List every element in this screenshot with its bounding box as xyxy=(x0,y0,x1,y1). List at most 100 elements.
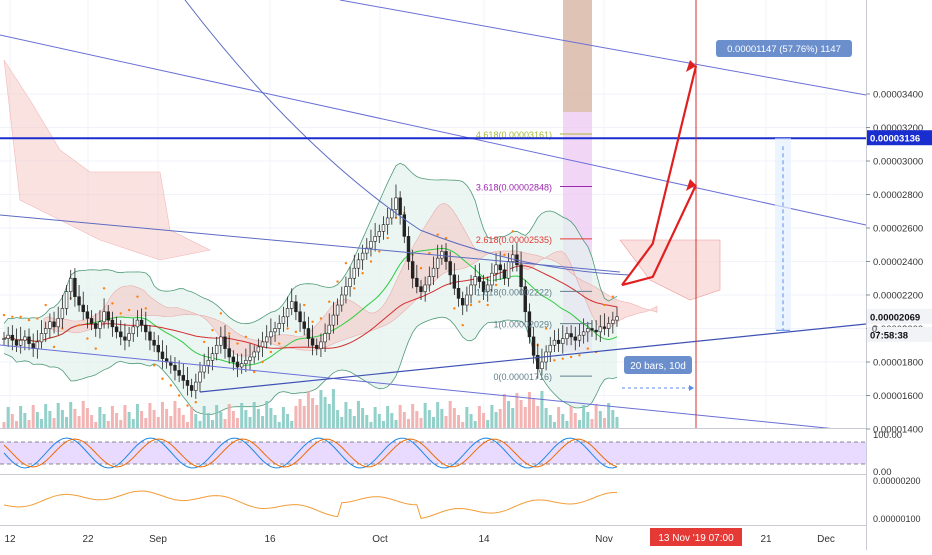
candle-body xyxy=(344,286,348,296)
volume-bar xyxy=(361,408,365,428)
candle-body xyxy=(210,353,215,361)
volume-bar xyxy=(394,420,398,428)
volume-bar xyxy=(590,419,594,428)
volume-bar xyxy=(52,418,56,428)
sar-dot xyxy=(2,313,6,317)
candle-body xyxy=(440,251,444,259)
candle-body xyxy=(377,231,381,237)
osc-axis-label: 0.00000100 xyxy=(873,514,921,524)
candle-body xyxy=(89,318,94,324)
candle-body xyxy=(227,348,231,358)
volume-bar xyxy=(19,406,23,428)
candle-body xyxy=(431,267,436,277)
oscillator-pane[interactable] xyxy=(3,490,618,519)
time-highlight-label: 13 Nov '19 07:00 xyxy=(658,533,734,544)
volume-bar xyxy=(598,411,602,428)
fib-level-label: 0(0.00001716) xyxy=(493,372,552,382)
candle-body xyxy=(252,351,256,358)
sar-dot xyxy=(511,230,514,233)
main-content: 4.618(0.00003161) 3.618(0.00002848) 2.618(… xyxy=(0,0,866,428)
candle-body xyxy=(527,311,532,338)
bars-label: 20 bars, 10d xyxy=(630,361,686,372)
candle-body xyxy=(248,356,252,361)
price-tick-label: 0.00002600 xyxy=(873,224,923,235)
oscillator-line xyxy=(3,490,618,519)
stochastic-pane[interactable] xyxy=(0,437,866,469)
price-axis[interactable]: 0.00003400 0.00003200 0.00003000 0.00002800… xyxy=(866,0,932,550)
time-tick-label: Dec xyxy=(817,534,835,545)
volume-bar xyxy=(31,405,35,428)
volume-bar xyxy=(461,422,465,428)
volume-bar xyxy=(340,417,344,428)
candle-body xyxy=(302,321,306,329)
price-tick-label: 0.00003200 xyxy=(873,123,923,134)
candle-body xyxy=(498,264,502,271)
sar-dot xyxy=(303,303,306,307)
current-price-badge-bg xyxy=(867,308,932,324)
volume-bar xyxy=(369,422,373,428)
main-pane[interactable]: 4.618(0.00003161) 3.618(0.00002848) 2.618(… xyxy=(0,0,866,526)
candle-body xyxy=(360,252,365,261)
volume-bar xyxy=(594,404,598,428)
price-tick-label: 0.00003000 xyxy=(873,157,923,168)
candle-body xyxy=(144,324,148,333)
candle-body xyxy=(173,365,177,371)
candle-body xyxy=(565,333,569,339)
volume-bar xyxy=(256,409,260,428)
price-tick-label: 0.00002400 xyxy=(873,257,923,268)
sar-dot xyxy=(269,350,273,354)
candle-body xyxy=(223,336,227,349)
time-axis[interactable]: 12 22 Sep 16 Oct 14 Nov 21 Dec 13 Nov '19 07:00 xyxy=(0,526,866,550)
volume-bar xyxy=(548,415,552,428)
candle-body xyxy=(2,338,6,340)
countdown-badge-bg xyxy=(867,326,932,342)
volume-bar xyxy=(586,412,590,428)
candle-body xyxy=(185,380,190,386)
candle-body xyxy=(18,339,23,346)
volume-bar xyxy=(98,407,102,428)
volume-bar xyxy=(356,401,360,428)
candle-body xyxy=(590,328,594,331)
volume-bar xyxy=(415,411,419,428)
volume-bar xyxy=(573,413,577,428)
volume-bar xyxy=(160,402,164,428)
volume-bar xyxy=(10,414,14,428)
target-price-badge-bg xyxy=(867,130,932,146)
stoch-d-line xyxy=(3,438,618,468)
volume-bar xyxy=(77,416,81,428)
volume-bar xyxy=(169,416,173,428)
candle-body xyxy=(160,351,165,359)
stoch-axis-label: 0.00 xyxy=(873,467,892,478)
candle-body xyxy=(473,276,477,286)
candle-body xyxy=(177,370,181,376)
time-tick-label: 21 xyxy=(760,534,772,545)
candle-body xyxy=(181,375,186,381)
candle-body xyxy=(460,298,465,306)
volume-bar xyxy=(206,413,210,428)
volume-bar xyxy=(398,405,402,428)
volume-bar xyxy=(131,419,135,428)
sar-dot xyxy=(503,253,506,256)
time-highlight-bg xyxy=(650,528,742,546)
volume-bar xyxy=(202,406,206,428)
volume-bar xyxy=(294,406,298,428)
measure-area xyxy=(775,138,791,331)
volume-bar xyxy=(365,415,369,428)
candle-body xyxy=(373,236,377,242)
candle-body xyxy=(465,294,469,306)
candle-body xyxy=(123,336,127,341)
sar-dot xyxy=(161,377,164,380)
stoch-axis-label: 100.00 xyxy=(873,430,902,441)
price-tick-label: 0.00001400 xyxy=(873,425,923,436)
volume-bar xyxy=(85,408,89,428)
bollinger-lower xyxy=(3,316,618,415)
sar-dot xyxy=(611,295,615,298)
sar-dot xyxy=(27,318,31,322)
time-tick-label: 16 xyxy=(264,534,276,545)
time-tick-label: Sep xyxy=(149,534,167,545)
volume-bar xyxy=(511,408,515,428)
volume-bar xyxy=(336,410,340,428)
candle-body xyxy=(43,328,48,334)
